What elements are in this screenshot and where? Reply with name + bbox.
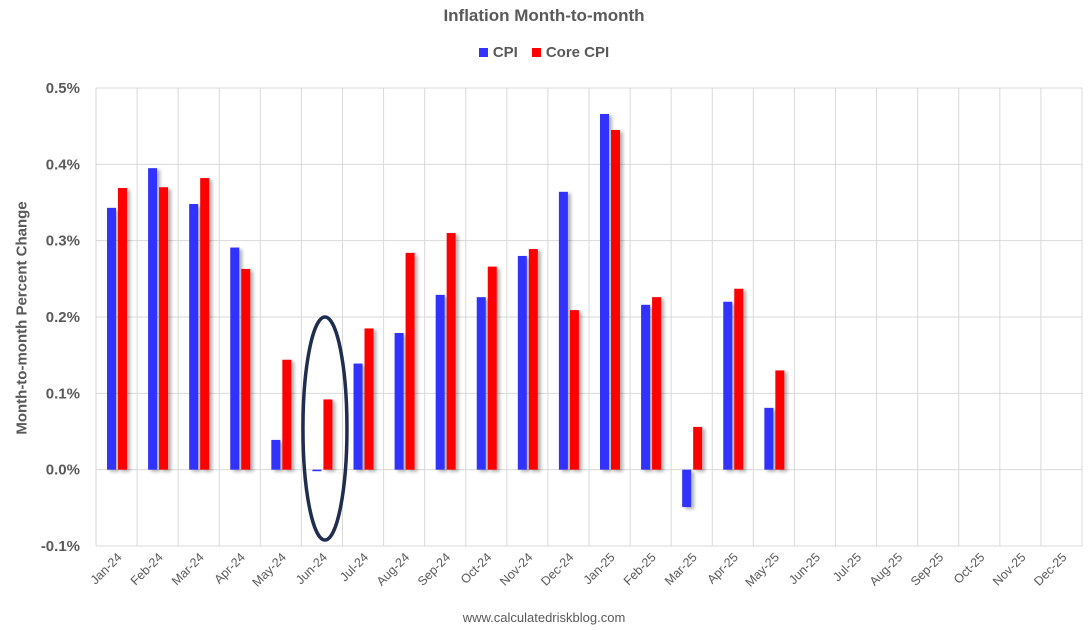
bar-core-cpi	[405, 252, 415, 470]
bar-cpi	[641, 304, 651, 470]
x-tick-label: Jun-24	[293, 550, 330, 587]
x-tick-label: Jul-24	[337, 550, 371, 584]
bar-core-cpi	[282, 359, 292, 470]
bar-core-cpi	[734, 288, 744, 470]
x-tick-label: Jan-24	[88, 550, 125, 587]
x-tick-label: May-25	[743, 550, 782, 589]
bar-cpi	[435, 294, 445, 470]
x-tick-label: Aug-24	[374, 550, 412, 588]
x-tick-label: Sep-24	[415, 550, 453, 588]
bar-core-cpi	[118, 187, 127, 470]
bar-core-cpi	[364, 328, 374, 470]
y-tick-label: 0.1%	[46, 385, 80, 402]
bar-core-cpi	[323, 399, 333, 470]
x-tick-label: Jun-25	[786, 550, 823, 587]
highlight-ellipse	[301, 315, 349, 542]
bar-core-cpi	[569, 310, 579, 470]
chart-title: Inflation Month-to-month	[443, 6, 645, 25]
bar-cpi	[148, 168, 158, 470]
y-tick-label: 0.2%	[46, 309, 80, 326]
x-axis-ticks: Jan-24 Feb-24 Mar-24 Apr-24 May-24 Jun-24 Jul-…	[88, 550, 1070, 589]
legend-label-core-cpi: Core CPI	[545, 44, 610, 61]
bar-core-cpi	[652, 297, 662, 470]
bar-core-cpi	[159, 187, 169, 470]
legend-swatch-cpi	[478, 48, 488, 57]
legend: CPI Core CPI	[0, 44, 1088, 61]
bar-cpi	[271, 439, 281, 470]
bar-core-cpi	[200, 178, 210, 470]
gridlines	[95, 87, 1083, 547]
bar-cpi	[764, 407, 774, 470]
x-tick-label: Apr-24	[211, 550, 247, 586]
y-tick-label: 0.3%	[46, 233, 80, 250]
x-tick-label: Apr-25	[704, 550, 740, 586]
x-tick-label: Dec-24	[538, 550, 576, 588]
x-tick-label: Jan-25	[581, 550, 618, 587]
bar-core-cpi	[487, 266, 497, 470]
x-tick-label: Oct-24	[458, 550, 494, 586]
x-tick-label: Nov-25	[990, 550, 1028, 588]
x-tick-label: Mar-24	[169, 550, 207, 588]
bar-cpi	[189, 204, 199, 470]
bar-core-cpi	[446, 233, 456, 470]
bar-core-cpi	[528, 249, 538, 470]
bar-core-cpi	[693, 426, 703, 470]
bar-core-cpi	[775, 370, 785, 470]
legend-item-cpi: CPI	[478, 44, 518, 61]
source-footer: www.calculatedriskblog.com	[462, 610, 626, 625]
y-tick-label: -0.1%	[41, 538, 80, 555]
y-axis-ticks: 0.5% 0.4% 0.3% 0.2% 0.1% 0.0% -0.1%	[41, 80, 80, 555]
bar-core-cpi	[611, 129, 620, 470]
x-tick-label: Aug-25	[867, 550, 905, 588]
y-tick-label: 0.5%	[46, 80, 80, 97]
bars	[107, 113, 785, 508]
bar-cpi	[723, 301, 733, 470]
x-tick-label: May-24	[250, 550, 289, 589]
x-tick-label: Nov-24	[497, 550, 535, 588]
y-tick-label: 0.4%	[46, 156, 80, 173]
bar-cpi	[517, 255, 527, 470]
bar-cpi	[353, 363, 363, 470]
x-tick-label: Oct-25	[951, 550, 987, 586]
y-tick-label: 0.0%	[46, 462, 80, 479]
legend-label-cpi: CPI	[492, 44, 518, 61]
bar-cpi	[558, 191, 568, 470]
bar-cpi	[682, 469, 692, 508]
bar-cpi	[476, 297, 486, 470]
x-tick-label: Feb-24	[128, 550, 166, 588]
x-tick-label: Mar-25	[662, 550, 700, 588]
x-tick-label: Jul-25	[830, 550, 864, 584]
bar-cpi	[312, 469, 322, 472]
bar-cpi	[107, 207, 116, 470]
legend-swatch-core-cpi	[531, 48, 541, 57]
bar-cpi	[600, 113, 609, 470]
bar-cpi	[230, 247, 240, 470]
bar-core-cpi	[241, 268, 251, 470]
x-tick-label: Feb-25	[621, 550, 659, 588]
x-tick-label: Sep-25	[908, 550, 946, 588]
legend-item-core-cpi: Core CPI	[531, 44, 610, 61]
bar-cpi	[394, 333, 404, 470]
x-tick-label: Dec-25	[1031, 550, 1069, 588]
